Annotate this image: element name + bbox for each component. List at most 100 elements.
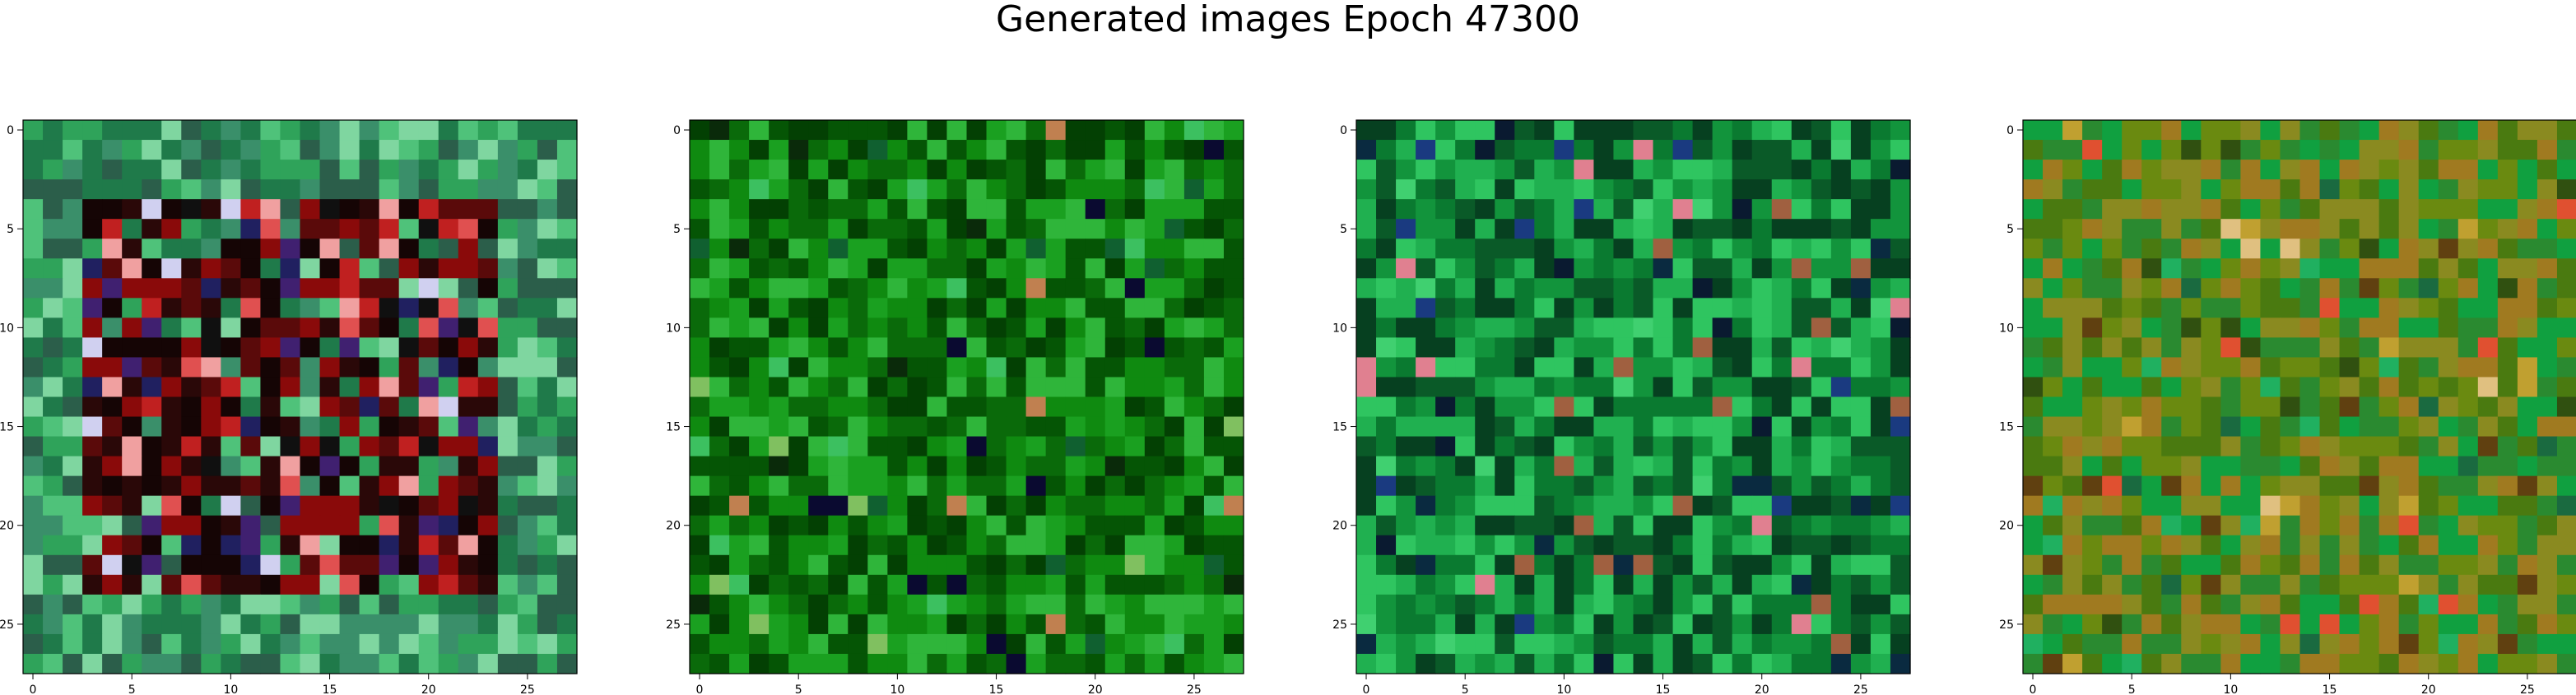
pixel (788, 554, 809, 576)
pixel (2260, 179, 2281, 200)
pixel (122, 377, 142, 398)
pixel (986, 653, 1007, 674)
pixel (556, 653, 578, 674)
pixel (1396, 199, 1416, 220)
pixel (1514, 377, 1535, 398)
pixel (260, 436, 281, 457)
pixel (1870, 179, 1891, 200)
pixel (1144, 653, 1165, 674)
pixel (2319, 317, 2341, 338)
pixel (769, 515, 789, 536)
pixel (2122, 396, 2142, 418)
pixel (2043, 436, 2063, 457)
pixel (1223, 495, 1244, 517)
pixel (709, 160, 730, 180)
pixel (2240, 653, 2262, 674)
pixel (828, 416, 849, 438)
pixel (1653, 179, 1674, 200)
pixel (2161, 357, 2182, 378)
pixel (1850, 179, 1872, 200)
pixel (63, 219, 83, 239)
pixel (2122, 160, 2142, 180)
pixel (379, 199, 400, 220)
pixel (1435, 535, 1456, 556)
pixel (1534, 436, 1555, 457)
pixel (1183, 653, 1205, 674)
pixel (887, 140, 908, 160)
pixel (986, 574, 1007, 595)
pixel (1376, 456, 1397, 477)
pixel (1672, 239, 1694, 259)
pixel (339, 219, 360, 239)
pixel (2517, 357, 2538, 378)
pixel (729, 495, 750, 517)
pixel (122, 239, 142, 259)
pixel (1495, 298, 1515, 318)
pixel (887, 515, 908, 536)
pixel (1045, 317, 1067, 338)
pixel (2438, 535, 2459, 556)
pixel (23, 456, 44, 477)
pixel (2378, 456, 2400, 477)
pixel (1416, 396, 1436, 418)
pixel (1870, 574, 1891, 595)
pixel (1672, 436, 1694, 457)
pixel (2122, 633, 2142, 655)
pixel (1613, 456, 1634, 477)
pixel (2023, 120, 2044, 141)
pixel (63, 377, 83, 398)
pixel (1356, 416, 1377, 438)
pixel (2299, 140, 2321, 160)
pixel (2319, 337, 2341, 359)
pixel (2398, 298, 2420, 318)
pixel (477, 179, 499, 200)
pixel (1751, 239, 1773, 259)
pixel (221, 633, 241, 655)
pixel (2161, 199, 2182, 220)
pixel (2240, 219, 2262, 239)
pixel (517, 475, 538, 497)
pixel (2536, 535, 2558, 556)
pixel (1495, 416, 1515, 438)
pixel (690, 219, 710, 239)
pixel (43, 179, 63, 200)
pixel (1223, 456, 1244, 477)
pixel (1732, 535, 1753, 556)
pixel (1712, 475, 1733, 497)
pixel (43, 594, 63, 615)
pixel (729, 179, 750, 200)
pixel (2457, 594, 2479, 615)
pixel (359, 436, 380, 457)
pixel (1574, 377, 1595, 398)
pixel (2438, 239, 2459, 259)
pixel (359, 535, 380, 556)
pixel (907, 258, 928, 279)
pixel (1712, 495, 1733, 517)
pixel (2319, 535, 2341, 556)
pixel (788, 515, 809, 536)
pixel (1514, 515, 1535, 536)
pixel (1534, 535, 1555, 556)
pixel (1593, 456, 1615, 477)
pixel (1065, 219, 1086, 239)
pixel (1085, 614, 1106, 635)
pixel (966, 396, 988, 418)
pixel (1025, 219, 1047, 239)
pixel (418, 298, 439, 318)
pixel (2220, 219, 2241, 239)
pixel (986, 535, 1007, 556)
pixel (221, 219, 241, 239)
pixel (749, 396, 770, 418)
pixel (1356, 475, 1377, 497)
pixel (749, 554, 770, 576)
pixel (1124, 574, 1146, 595)
pixel (828, 535, 849, 556)
pixel (102, 456, 123, 477)
pixel (788, 574, 809, 595)
pixel (2181, 475, 2202, 497)
pixel (927, 239, 948, 259)
pixel (201, 278, 221, 299)
pixel (2043, 179, 2063, 200)
pixel (2043, 337, 2063, 359)
pixel (887, 614, 908, 635)
